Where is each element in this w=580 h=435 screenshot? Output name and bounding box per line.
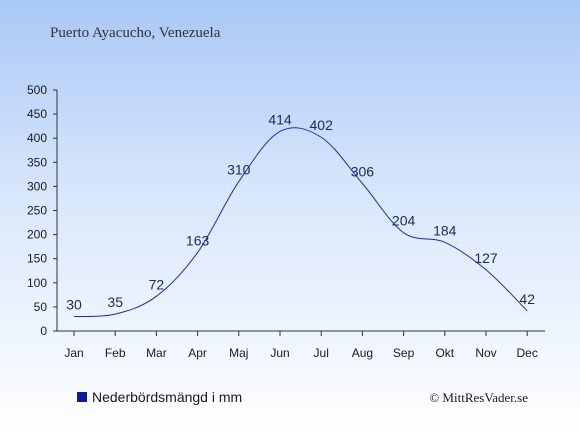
legend-label: Nederbördsmängd i mm	[92, 389, 242, 405]
series-line	[73, 127, 528, 318]
chart-title: Puerto Ayacucho, Venezuela	[50, 25, 221, 41]
y-tick-label: 350	[27, 155, 47, 169]
x-tick-label: Okt	[435, 346, 454, 360]
data-label: 306	[351, 164, 375, 180]
x-tick-label: Jun	[270, 346, 289, 360]
y-tick-label: 150	[27, 252, 47, 266]
x-tick-label: Jan	[64, 346, 83, 360]
data-label: 72	[149, 276, 165, 292]
x-tick-label: Sep	[393, 346, 415, 360]
data-label: 414	[268, 111, 292, 127]
y-tick-label: 100	[27, 276, 47, 290]
data-label: 402	[310, 117, 334, 133]
data-label: 163	[186, 232, 210, 248]
x-tick-label: Dec	[517, 346, 538, 360]
data-labels: 30 35 72 163 310 414 402 306 204 184 127 42	[66, 111, 535, 312]
y-tick-label: 50	[34, 300, 48, 314]
y-tick-label: 300	[27, 179, 47, 193]
x-tick-label: Feb	[105, 346, 126, 360]
x-tick-label: Jul	[314, 346, 329, 360]
y-tick-label: 500	[27, 83, 47, 97]
x-tick-label: Mar	[146, 346, 167, 360]
data-label: 30	[66, 297, 82, 313]
y-tick-label: 250	[27, 204, 47, 218]
data-label: 184	[433, 222, 457, 238]
data-label: 204	[392, 213, 416, 229]
data-label: 35	[107, 294, 123, 310]
x-tick-label: Maj	[229, 346, 248, 360]
y-axis-ticks: 0 50 100 150 200 250 300 350 400 450 500	[27, 83, 57, 338]
data-label: 127	[474, 250, 498, 266]
x-tick-label: Aug	[352, 346, 373, 360]
legend-swatch	[77, 392, 87, 402]
x-tick-label: Nov	[475, 346, 496, 360]
x-tick-label: Apr	[188, 346, 207, 360]
x-axis-ticks: Jan Feb Mar Apr Maj Jun Jul Aug Sep Okt Nov Dec	[64, 331, 538, 360]
credit-link[interactable]: © MittResVader.se	[429, 390, 528, 405]
y-tick-label: 0	[40, 324, 47, 338]
data-label: 42	[519, 291, 535, 307]
y-tick-label: 200	[27, 228, 47, 242]
y-tick-label: 450	[27, 107, 47, 121]
data-label: 310	[227, 162, 251, 178]
y-tick-label: 400	[27, 131, 47, 145]
